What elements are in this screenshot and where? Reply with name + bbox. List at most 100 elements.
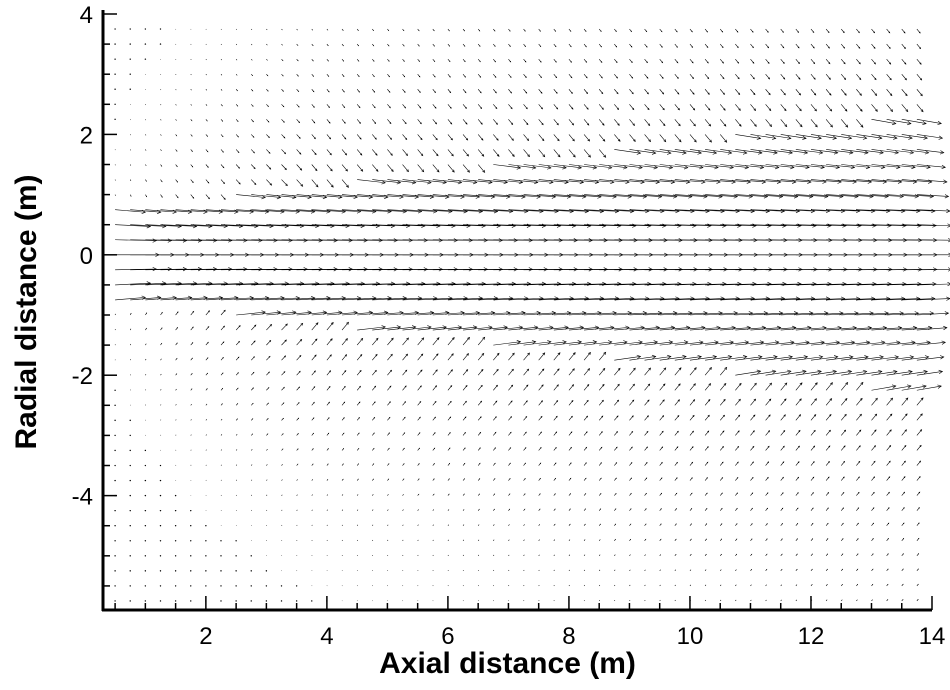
vector-arrow: [568, 327, 599, 331]
vector-arrow: [599, 194, 632, 198]
vector-arrowhead: [360, 153, 363, 156]
vector-arrow: [447, 524, 450, 526]
vector-arrowhead: [345, 338, 348, 341]
vector-arrowhead: [919, 444, 922, 448]
vector-arrowhead: [790, 340, 795, 345]
vector-arrowhead: [721, 523, 723, 525]
vector-arrow: [810, 194, 844, 197]
vector-arrow: [462, 337, 470, 346]
vector-arrowhead: [617, 139, 621, 142]
vector-arrow: [750, 327, 781, 331]
vector-arrow: [674, 224, 711, 227]
vector-arrowhead: [330, 168, 333, 172]
vector-arrowhead: [873, 62, 876, 65]
vector-arrow: [341, 149, 347, 156]
vector-arrow: [115, 297, 146, 301]
vector-arrow: [856, 179, 887, 183]
vector-arrow: [886, 74, 892, 80]
vector-arrow: [871, 476, 875, 481]
vector-arrowhead: [663, 367, 667, 371]
vector-arrow: [220, 43, 222, 46]
vector-arrow: [523, 89, 527, 94]
vector-arrowhead: [238, 182, 241, 185]
vector-arrow: [417, 209, 453, 212]
vector-arrow: [765, 461, 769, 466]
vector-arrowhead: [891, 384, 897, 389]
vector-arrowhead: [152, 266, 157, 272]
vector-arrowhead: [284, 355, 287, 358]
vector-arrow: [856, 104, 863, 112]
vector-arrowhead: [864, 355, 869, 360]
vector-arrowhead: [721, 492, 723, 494]
vector-arrow: [372, 224, 410, 227]
vector-arrowhead: [388, 60, 390, 62]
vector-arrowhead: [682, 354, 687, 360]
vector-arrowhead: [817, 135, 822, 140]
vector-arrowhead: [896, 340, 901, 345]
vector-arrowhead: [478, 209, 484, 214]
vector-arrow: [598, 89, 604, 94]
vector-arrow: [689, 462, 693, 466]
vector-arrowhead: [223, 325, 225, 328]
vector-arrow: [356, 401, 361, 406]
vector-arrow: [508, 119, 513, 125]
vector-arrowhead: [835, 340, 841, 345]
vector-arrow: [281, 28, 283, 31]
vector-arrow: [281, 311, 312, 316]
vector-arrowhead: [661, 46, 663, 48]
vector-point: [144, 58, 147, 60]
vector-arrowhead: [555, 462, 557, 464]
vector-arrowhead: [161, 180, 163, 183]
x-tick-label: 2: [199, 623, 212, 650]
vector-arrow: [871, 89, 877, 96]
vector-arrow: [266, 324, 272, 331]
vector-arrowhead: [436, 353, 439, 356]
vector-arrow: [614, 415, 619, 421]
vector-point: [280, 600, 283, 602]
vector-arrowhead: [570, 76, 573, 79]
vector-arrowhead: [464, 447, 466, 449]
vector-arrow: [871, 356, 899, 361]
vector-arrow: [795, 134, 822, 139]
vector-point: [174, 525, 177, 527]
vector-arrowhead: [727, 354, 733, 360]
vector-arrow: [568, 341, 597, 346]
vector-arrowhead: [865, 340, 871, 345]
vector-arrowhead: [223, 182, 225, 185]
vector-arrow: [659, 356, 687, 361]
vector-arrowhead: [411, 325, 417, 330]
vector-arrowhead: [645, 523, 647, 525]
vector-arrowhead: [343, 75, 345, 78]
vector-arrow: [145, 297, 177, 301]
vector-arrowhead: [754, 382, 757, 386]
vector-arrowhead: [516, 340, 522, 345]
vector-arrow: [115, 209, 146, 213]
vector-arrow: [523, 134, 529, 141]
vector-arrowhead: [261, 310, 266, 315]
vector-arrow: [901, 371, 928, 376]
vector-arrowhead: [918, 537, 920, 540]
vector-point: [129, 525, 131, 527]
vector-arrow: [780, 134, 807, 139]
vector-arrowhead: [374, 401, 376, 404]
vector-arrow: [750, 164, 779, 168]
vector-arrowhead: [449, 447, 451, 449]
vector-arrow: [841, 179, 872, 183]
vector-arrow: [765, 134, 791, 139]
vector-arrow: [886, 164, 916, 168]
vector-arrowhead: [631, 92, 634, 95]
vector-arrowhead: [675, 492, 678, 495]
vector-arrow: [447, 149, 454, 157]
vector-arrowhead: [435, 385, 438, 388]
vector-arrow: [387, 354, 393, 361]
vector-arrow: [916, 74, 922, 81]
vector-arrow: [765, 209, 800, 212]
vector-arrowhead: [531, 165, 537, 170]
vector-arrow: [235, 149, 240, 153]
vector-arrowhead: [299, 152, 302, 155]
vector-arrow: [599, 312, 632, 316]
vector-arrow: [326, 194, 358, 198]
vector-arrow: [145, 224, 182, 227]
vector-arrowhead: [372, 296, 377, 301]
vector-arrow: [356, 119, 361, 124]
